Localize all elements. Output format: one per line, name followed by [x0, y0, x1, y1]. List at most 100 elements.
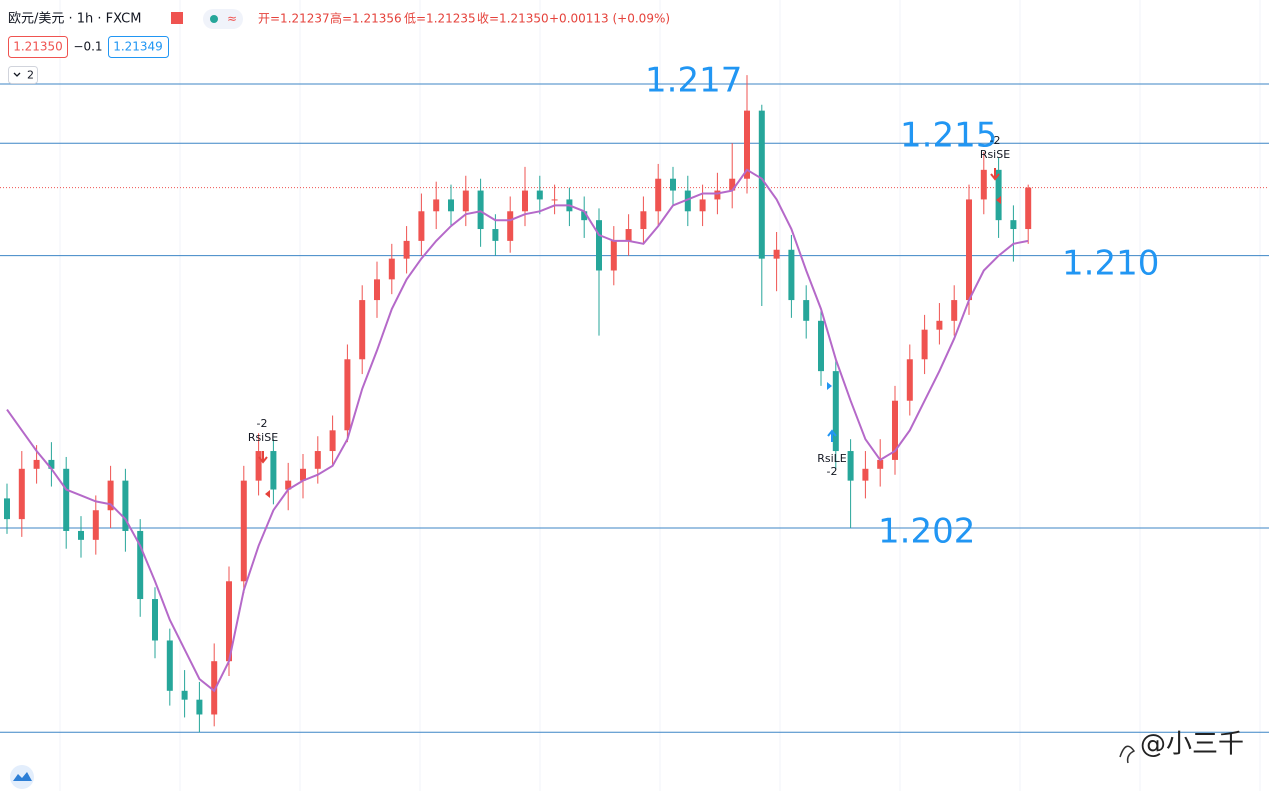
candle-body [107, 480, 114, 511]
candle-body [122, 480, 129, 531]
candle-body [314, 451, 321, 469]
signal-qty: -2 [990, 134, 1001, 147]
ohlc-low: 低=1.21235 [404, 12, 476, 26]
candle-body [211, 661, 218, 715]
header: 欧元/美元 · 1h · FXCM ≈ 开=1.21237 高=1.21356 … [8, 9, 670, 84]
candle-body [877, 459, 884, 469]
candle-body [196, 699, 203, 715]
sell-arrow [258, 451, 268, 464]
candle-body [1010, 220, 1017, 230]
logo-mark [13, 772, 32, 781]
candle-body [4, 498, 10, 520]
exit-marker [827, 382, 832, 390]
candle-body [329, 430, 336, 452]
candle-body [655, 178, 662, 212]
candle-body [596, 220, 602, 271]
candle-body [300, 468, 306, 481]
indicator-toggle[interactable] [8, 66, 38, 84]
candle-body [181, 690, 188, 700]
candle-body [78, 530, 84, 540]
candle-body [744, 110, 750, 179]
status-dot [210, 15, 218, 23]
candle-body [1025, 187, 1032, 230]
candle-body [670, 178, 676, 191]
candle-body [832, 371, 839, 452]
exit-marker [996, 196, 1001, 204]
candle-body [226, 581, 232, 662]
buy-price: 1.21349 [113, 40, 163, 54]
candle-body [714, 190, 721, 200]
signal-qty: -2 [827, 465, 838, 478]
candle-body [388, 258, 395, 280]
candle-body [788, 249, 795, 301]
signal-qty: -2 [257, 417, 268, 430]
candle-body [995, 169, 1002, 221]
candle-body [980, 169, 987, 200]
symbol: 欧元/美元 · 1h · FXCM [8, 12, 141, 27]
candle-body [847, 451, 854, 481]
status-icon: ≈ [227, 12, 237, 26]
candle-body [640, 211, 647, 230]
buy-arrow [827, 429, 837, 442]
moving-average [6, 168, 1029, 693]
ohlc-close: 收=1.21350 [477, 12, 549, 26]
candle-body [462, 190, 469, 212]
chevron [13, 72, 21, 77]
candle-body [951, 300, 958, 321]
candle-body [448, 199, 454, 212]
candle-body [729, 178, 736, 191]
candle-body [684, 190, 691, 212]
watermark-text: @小三千 [1140, 730, 1244, 760]
level-annotation: 1.210 [1062, 244, 1159, 284]
level-annotation: 1.215 [900, 116, 997, 156]
candle-body [270, 451, 277, 490]
signal-label: RsiSE [980, 148, 1010, 161]
candle-body [625, 229, 632, 241]
candle-body [773, 249, 780, 259]
candle-body [433, 199, 440, 212]
candle-body [477, 190, 484, 230]
candle-body [152, 599, 158, 641]
candle-body [492, 229, 499, 241]
watermark: @小三千 [10, 730, 1244, 789]
signal-label: RsiLE [817, 452, 847, 465]
candle-body [551, 199, 558, 201]
candle-body [581, 211, 588, 221]
candle-body [758, 110, 765, 259]
candle-body [818, 320, 824, 372]
candle-body [892, 400, 898, 460]
candle-body [344, 359, 351, 431]
candle-body [418, 211, 425, 241]
candle-body [92, 510, 99, 540]
sell-arrow [990, 168, 1000, 181]
candle-body [18, 468, 25, 520]
candle-body [699, 199, 706, 212]
candle-body [610, 240, 617, 271]
candle-body [33, 459, 40, 469]
exit-marker [265, 490, 270, 498]
buy-button[interactable] [108, 36, 169, 58]
ohlc-open: 开=1.21237 [258, 12, 330, 26]
candle-body [936, 320, 943, 330]
status-pill[interactable] [203, 9, 243, 29]
candle-body [48, 459, 55, 469]
level-annotation: 1.217 [645, 61, 742, 101]
candle-body [966, 199, 972, 301]
annotations: 1.217 1.215 1.210 1.202 [645, 61, 1159, 552]
candle-body [285, 480, 292, 490]
candle-body [63, 468, 70, 531]
indicator-count: 2 [27, 69, 34, 82]
logo[interactable] [10, 765, 34, 789]
candle-body [166, 640, 173, 691]
level-annotation: 1.202 [878, 512, 975, 552]
ohlc-high: 高=1.21356 [330, 11, 402, 26]
candle-body [522, 190, 528, 212]
candle-body [906, 359, 913, 401]
candle-body [921, 329, 928, 360]
watermark-icon [1119, 745, 1136, 764]
candle-body [403, 240, 410, 259]
flag-icon[interactable] [171, 12, 183, 24]
sell-button[interactable] [8, 36, 68, 58]
